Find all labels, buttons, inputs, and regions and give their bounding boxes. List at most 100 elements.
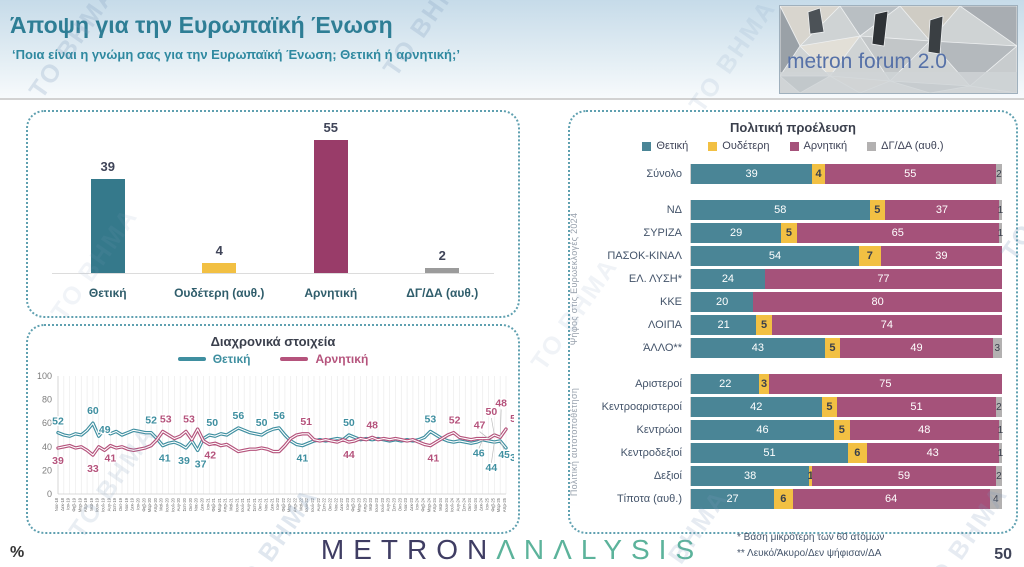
- table-row: ΠΑΣΟΚ-ΚΙΝΑΛ 54 7 39: [596, 246, 1002, 266]
- segment-value: 1: [997, 204, 1004, 216]
- table-row: ΚΚΕ 20 80: [596, 292, 1002, 312]
- row-bars: 22 3 75: [690, 374, 1002, 394]
- x-tick-label: Μαρ-24: [426, 497, 431, 512]
- segment-value: 2: [996, 470, 1002, 482]
- data-label: 47: [474, 420, 486, 432]
- row-bars: 21 5 74: [690, 315, 1002, 335]
- political-origin-panel: Πολιτική προέλευση Θετική Ουδέτερη Αρνητικ…: [568, 110, 1018, 534]
- legend-label: Ουδέτερη: [722, 140, 770, 152]
- legend-item: Θετική: [177, 352, 250, 366]
- segment-value: 3: [994, 342, 1001, 354]
- table-row: ΝΔ 58 5 37 1: [596, 200, 1004, 220]
- row-bars: 58 5 37 1: [690, 200, 1004, 220]
- bar-segment: 51: [691, 443, 849, 463]
- data-label: 33: [87, 463, 99, 475]
- segment-value: 51: [763, 447, 776, 459]
- series-line-core: [57, 428, 507, 456]
- y-tick-label: 60: [42, 418, 52, 428]
- bar: [425, 268, 460, 273]
- data-label: 50: [206, 417, 218, 429]
- bar-segment: 7: [858, 246, 881, 266]
- x-tick-label: Μαρ-25: [496, 497, 501, 512]
- metron-forum-logo: metron forum 2.0: [778, 5, 1019, 94]
- segment-value: 49: [910, 342, 923, 354]
- table-row: Κεντροαριστεροί 42 5 51 2: [596, 397, 1002, 417]
- segment-value: 29: [729, 227, 743, 239]
- x-tick-label: Αυγ-20: [176, 497, 181, 511]
- bar-segment: 46: [691, 420, 835, 440]
- time-series-panel: Διαχρονικά στοιχεία Θετική Αρνητική Νοε-1…: [26, 324, 523, 534]
- data-label: 50: [486, 406, 498, 418]
- x-tick-label: Ιουλ-24: [450, 497, 455, 512]
- bar-segment: 1: [808, 466, 814, 486]
- label-leader-line: [478, 439, 484, 449]
- x-tick-label: Δεκ-18: [60, 497, 65, 510]
- page-title: Άποψη για την Ευρωπαϊκή Ένωση: [10, 12, 393, 38]
- bar-segment: 80: [753, 292, 1002, 312]
- segment-value: 21: [717, 319, 730, 331]
- bar-segment: 51: [837, 397, 996, 417]
- row-bars: 43 5 49 3: [690, 338, 1002, 358]
- x-tick-label: Αυγ-24: [455, 497, 460, 511]
- row-label: ΆΛΛΟ**: [643, 342, 682, 354]
- legend-label: Αρνητική: [803, 140, 848, 152]
- x-tick-label: Σεπ-22: [322, 497, 327, 511]
- bar-category-label: Ουδέτερη (αυθ.): [174, 286, 265, 300]
- data-label: 56: [273, 410, 285, 422]
- bar-segment: 1: [998, 420, 1003, 440]
- row-label: Κεντρώοι: [636, 424, 683, 436]
- data-label: 42: [204, 449, 216, 461]
- page-number: 50: [994, 546, 1012, 563]
- bar-segment: 38: [691, 466, 810, 486]
- x-tick-label: Δεκ-20: [199, 497, 204, 510]
- group-caption: Ψήφος στις Ευρωεκλογές 2024: [569, 212, 579, 346]
- row-bars: 51 6 43 1: [690, 443, 1003, 463]
- row-bars: 29 5 65 1: [690, 223, 1003, 243]
- table-row: Δεξιοί 38 1 59 2: [596, 466, 1002, 486]
- segment-value: 59: [897, 470, 911, 482]
- stacked-bar-rows: Σύνολο 39 4 55 2 Ψήφος στις Ευρωεκλογές 2024 Ν…: [569, 164, 1004, 509]
- bar-segment: 5: [821, 397, 838, 417]
- x-tick-label: Αυγ-23: [386, 497, 391, 511]
- segment-value: 77: [877, 273, 890, 285]
- segment-value: 46: [756, 424, 769, 436]
- segment-value: 4: [815, 168, 822, 180]
- row-label: ΛΟΙΠΑ: [647, 319, 682, 331]
- x-tick-label: Ιουν-20: [165, 497, 170, 512]
- series-line-core: [57, 422, 507, 451]
- legend-swatch: [280, 357, 309, 361]
- bar: [313, 139, 348, 273]
- x-tick-label: Οκτ-19: [118, 497, 123, 511]
- bar-segment: 2: [995, 466, 1002, 486]
- x-tick-label: Νοε-22: [333, 497, 338, 511]
- data-label: 53: [183, 413, 195, 425]
- segment-value: 51: [910, 401, 923, 413]
- segment-value: 27: [726, 493, 739, 505]
- data-label: 41: [159, 453, 171, 465]
- segment-value: 7: [866, 250, 873, 262]
- segment-value: 38: [743, 470, 757, 482]
- row-label: Αριστεροί: [635, 378, 682, 390]
- segment-value: 22: [719, 378, 732, 390]
- data-label: 41: [297, 453, 309, 465]
- table-row: Σύνολο 39 4 55 2: [596, 164, 1002, 184]
- data-label: 56: [233, 410, 245, 422]
- x-tick-label: Οκτ-23: [397, 497, 402, 511]
- row-group: Ψήφος στις Ευρωεκλογές 2024 ΝΔ 58 5 37 1 ΣΥΡΙΖ…: [569, 200, 1004, 358]
- footnote-blank: ** Λευκό/Άκυρο/Δεν ψήφισαν/ΔΑ: [737, 547, 882, 559]
- x-tick-label: Φεβ-22: [281, 497, 286, 511]
- label-leader-line: [499, 440, 505, 451]
- data-label: 51: [300, 416, 312, 428]
- x-tick-label: Ιουλ-20: [170, 497, 175, 512]
- bar-segment: 37: [884, 200, 999, 220]
- data-label: 52: [145, 415, 157, 427]
- x-tick-label: Ιουν-19: [95, 497, 100, 512]
- row-bars: 24 77: [690, 269, 1002, 289]
- x-tick-label: Αυγ-22: [316, 497, 321, 511]
- x-tick-label: Ιουν-23: [374, 497, 379, 512]
- political-origin-legend: Θετική Ουδέτερη Αρνητική ΔΓ/ΔΑ (αυθ.): [570, 140, 1016, 152]
- bar-segment: 39: [691, 164, 813, 184]
- group-caption: Πολιτική αυτοτοποθέτηση: [569, 387, 579, 496]
- x-tick-label: Ιουλ-22: [310, 497, 315, 512]
- data-label: 48: [366, 419, 378, 431]
